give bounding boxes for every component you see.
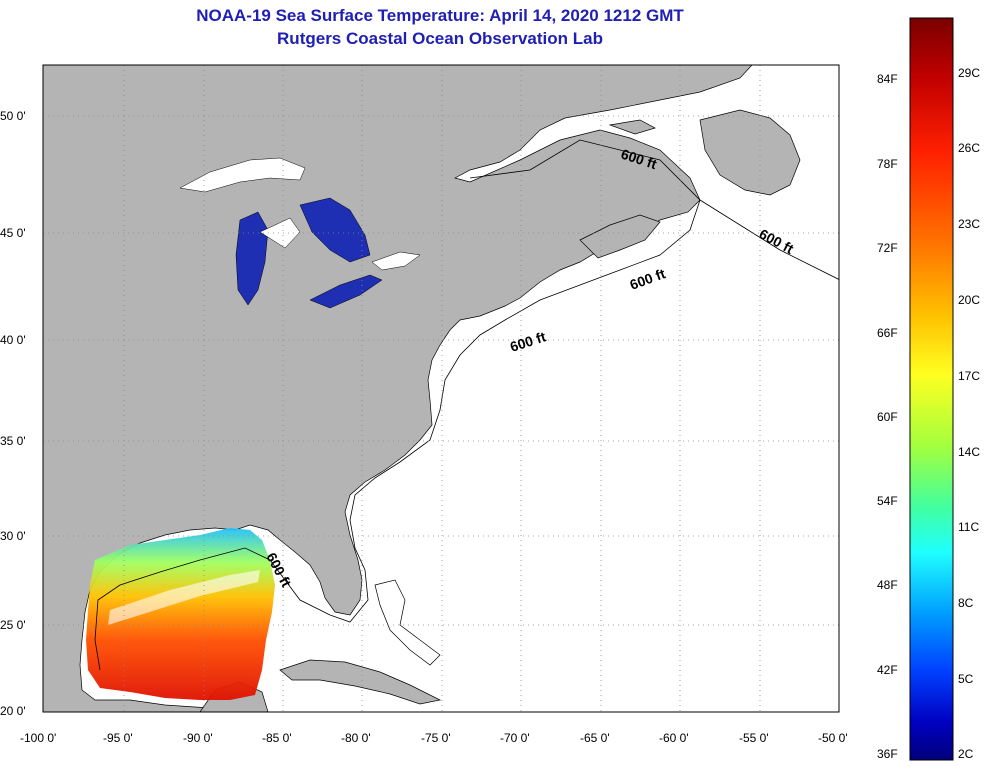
- lat-tick-label: 35 0': [0, 434, 26, 448]
- gulf-sst-field: [86, 528, 275, 700]
- colorbar-c-label: 2C: [958, 747, 974, 761]
- isobath-600ft: [94, 139, 839, 671]
- latitude-axis: 50 0' 45 0' 40 0' 35 0' 30 0' 25 0' 20 0…: [0, 109, 26, 718]
- lon-tick-label: -80 0': [341, 731, 371, 745]
- lake-erie: [309, 274, 383, 309]
- anticosti-land: [608, 119, 656, 135]
- lake-winnipeg-area: [259, 217, 301, 249]
- nova-scotia-land: [579, 214, 661, 259]
- colorbar-c-label: 14C: [958, 445, 980, 459]
- colorbar-f-label: 48F: [877, 578, 898, 592]
- lon-tick-label: -90 0': [183, 731, 213, 745]
- lat-tick-label: 20 0': [0, 704, 26, 718]
- longitude-axis: -100 0' -95 0' -90 0' -85 0' -80 0' -75 …: [20, 731, 848, 745]
- colorbar-f-label: 72F: [877, 241, 898, 255]
- colorbar-fahrenheit-labels: 84F 78F 72F 66F 60F 54F 48F 42F 36F: [877, 72, 898, 761]
- lon-tick-label: -60 0': [659, 731, 689, 745]
- lat-tick-label: 50 0': [0, 109, 26, 123]
- colorbar-c-label: 17C: [958, 369, 980, 383]
- colorbar-f-label: 42F: [877, 663, 898, 677]
- colorbar-f-label: 78F: [877, 157, 898, 171]
- colorbar-c-label: 23C: [958, 217, 980, 231]
- lake-huron: [299, 197, 371, 263]
- lake-superior: [179, 157, 306, 193]
- colorbar-c-label: 26C: [958, 141, 980, 155]
- colorbar-c-label: 8C: [958, 596, 974, 610]
- lat-tick-label: 40 0': [0, 333, 26, 347]
- lat-tick-label: 25 0': [0, 618, 26, 632]
- lon-tick-label: -55 0': [739, 731, 769, 745]
- map-subtitle: Rutgers Coastal Ocean Observation Lab: [277, 29, 603, 48]
- map-frame: [42, 64, 840, 713]
- colorbar-c-label: 20C: [958, 293, 980, 307]
- colorbar-f-label: 60F: [877, 410, 898, 424]
- map-title: NOAA-19 Sea Surface Temperature: April 1…: [196, 6, 684, 25]
- lon-tick-label: -85 0': [262, 731, 292, 745]
- lon-tick-label: -95 0': [103, 731, 133, 745]
- colorbar-c-label: 29C: [958, 66, 980, 80]
- colorbar-f-label: 66F: [877, 326, 898, 340]
- lon-tick-label: -100 0': [20, 731, 56, 745]
- lake-michigan: [235, 211, 269, 306]
- lon-tick-label: -70 0': [500, 731, 530, 745]
- colorbar-f-label: 84F: [877, 72, 898, 86]
- lake-ontario: [371, 251, 421, 271]
- cuba-land: [279, 659, 442, 705]
- lon-tick-label: -50 0': [818, 731, 848, 745]
- colorbar-f-label: 54F: [877, 494, 898, 508]
- colorbar-c-label: 5C: [958, 672, 974, 686]
- lat-tick-label: 45 0': [0, 226, 26, 240]
- colorbar-c-label: 11C: [958, 520, 979, 534]
- temperature-colorbar: [909, 17, 954, 761]
- colorbar-celsius-labels: 29C 26C 23C 20C 17C 14C 11C 8C 5C 2C: [958, 66, 980, 761]
- colorbar-f-label: 36F: [877, 747, 898, 761]
- gulf-cloud-gap: [108, 570, 260, 625]
- lon-tick-label: -75 0': [421, 731, 451, 745]
- lat-tick-label: 30 0': [0, 529, 26, 543]
- lon-tick-label: -65 0': [580, 731, 610, 745]
- bahamas-outline: [374, 579, 441, 666]
